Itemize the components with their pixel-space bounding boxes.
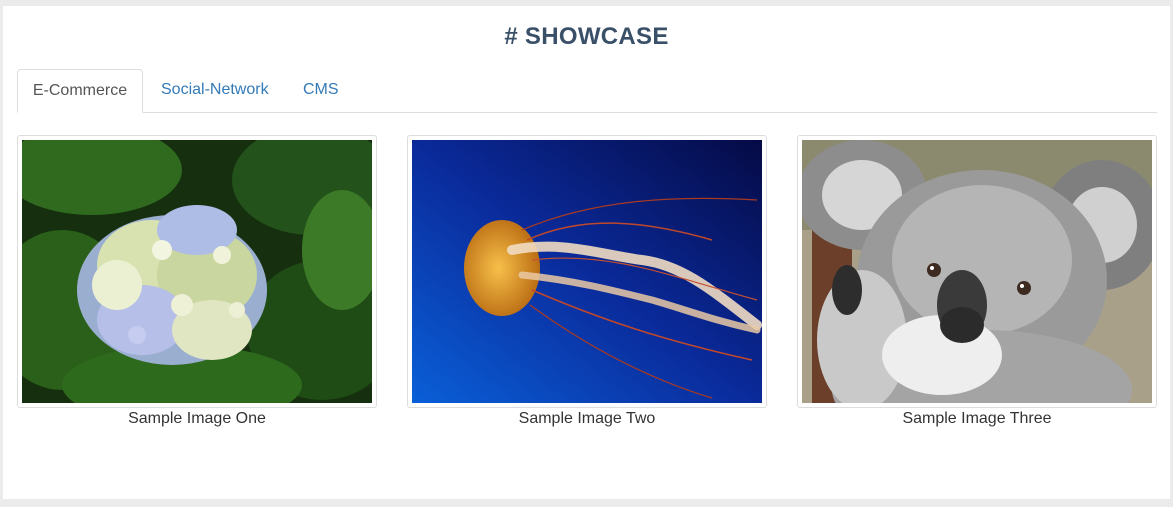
gallery-thumbnail-one[interactable] bbox=[17, 135, 377, 408]
section-title: # SHOWCASE bbox=[504, 23, 669, 50]
tab-social-network[interactable]: Social-Network bbox=[161, 81, 269, 98]
koala-image bbox=[802, 140, 1152, 403]
gallery-caption-three: Sample Image Three bbox=[902, 410, 1052, 427]
gallery-card-three: Sample Image Three bbox=[797, 135, 1157, 428]
gallery-caption-two: Sample Image Two bbox=[518, 410, 656, 427]
hydrangea-image bbox=[22, 140, 372, 403]
tab-bar: E-Commerce Social-Network CMS bbox=[17, 69, 1157, 113]
tab-e-commerce[interactable]: E-Commerce bbox=[17, 69, 143, 113]
gallery-card-one: Sample Image One bbox=[17, 135, 377, 428]
tab-cms[interactable]: CMS bbox=[303, 81, 339, 98]
gallery-thumbnail-three[interactable] bbox=[797, 135, 1157, 408]
jellyfish-image bbox=[412, 140, 762, 403]
gallery-thumbnail-two[interactable] bbox=[407, 135, 767, 408]
gallery-card-two: Sample Image Two bbox=[407, 135, 767, 428]
gallery-caption-one: Sample Image One bbox=[128, 410, 266, 427]
